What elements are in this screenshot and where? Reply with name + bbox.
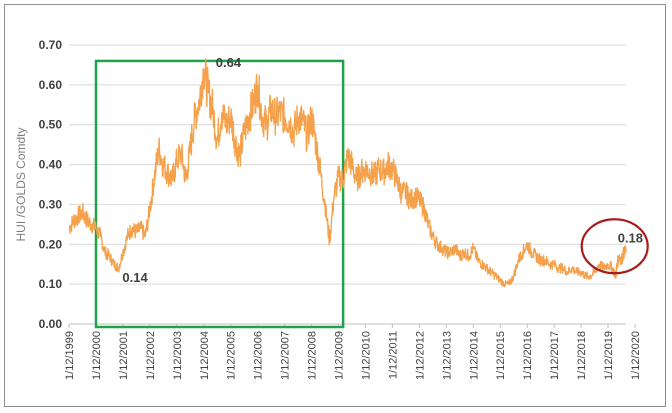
x-tick-label: 1/12/2004 xyxy=(199,331,211,380)
y-tick-label: 0.40 xyxy=(39,158,63,172)
x-tick-label: 1/12/2000 xyxy=(91,331,103,380)
x-tick-label: 1/12/2010 xyxy=(360,331,372,380)
data-label: 0.18 xyxy=(618,230,643,245)
y-tick-label: 0.60 xyxy=(39,78,63,92)
chart-frame xyxy=(4,4,666,407)
y-tick-label: 0.00 xyxy=(39,317,63,331)
x-tick-label: 1/12/2014 xyxy=(468,331,480,380)
x-tick-label: 1/12/2015 xyxy=(495,331,507,380)
y-tick-label: 0.10 xyxy=(39,277,63,291)
x-tick-label: 1/12/2001 xyxy=(118,331,130,380)
y-tick-label: 0.20 xyxy=(39,237,63,251)
x-tick-label: 1/12/2011 xyxy=(387,331,399,379)
x-tick-label: 1/12/2005 xyxy=(226,331,238,380)
x-tick-label: 1/12/2017 xyxy=(549,331,561,380)
y-tick-label: 0.30 xyxy=(39,197,63,211)
highlight-box xyxy=(94,59,345,329)
data-label: 0.64 xyxy=(216,55,242,70)
data-label: 0.14 xyxy=(122,270,148,285)
x-tick-label: 1/12/2008 xyxy=(307,331,319,380)
x-tick-label: 1/12/2006 xyxy=(253,331,265,380)
x-tick-label: 1/12/2002 xyxy=(145,331,157,380)
x-tick-label: 1/12/2012 xyxy=(414,331,426,380)
y-tick-label: 0.70 xyxy=(39,38,63,52)
y-axis-label: HUI /GOLDS Comdty xyxy=(14,127,28,241)
x-tick-label: 1/12/2019 xyxy=(603,331,615,380)
x-tick-label: 1/12/2013 xyxy=(441,331,453,380)
highlight-circle xyxy=(580,218,649,275)
series-line xyxy=(68,58,627,288)
x-tick-label: 1/12/2016 xyxy=(522,331,534,380)
x-tick-label: 1/12/2009 xyxy=(334,331,346,380)
x-tick-label: 1/12/1999 xyxy=(64,331,76,380)
x-tick-label: 1/12/2020 xyxy=(630,331,642,380)
y-tick-label: 0.50 xyxy=(39,118,63,132)
x-tick-label: 1/12/2007 xyxy=(280,331,292,380)
x-tick-label: 1/12/2003 xyxy=(172,331,184,380)
x-tick-label: 1/12/2018 xyxy=(576,331,588,380)
